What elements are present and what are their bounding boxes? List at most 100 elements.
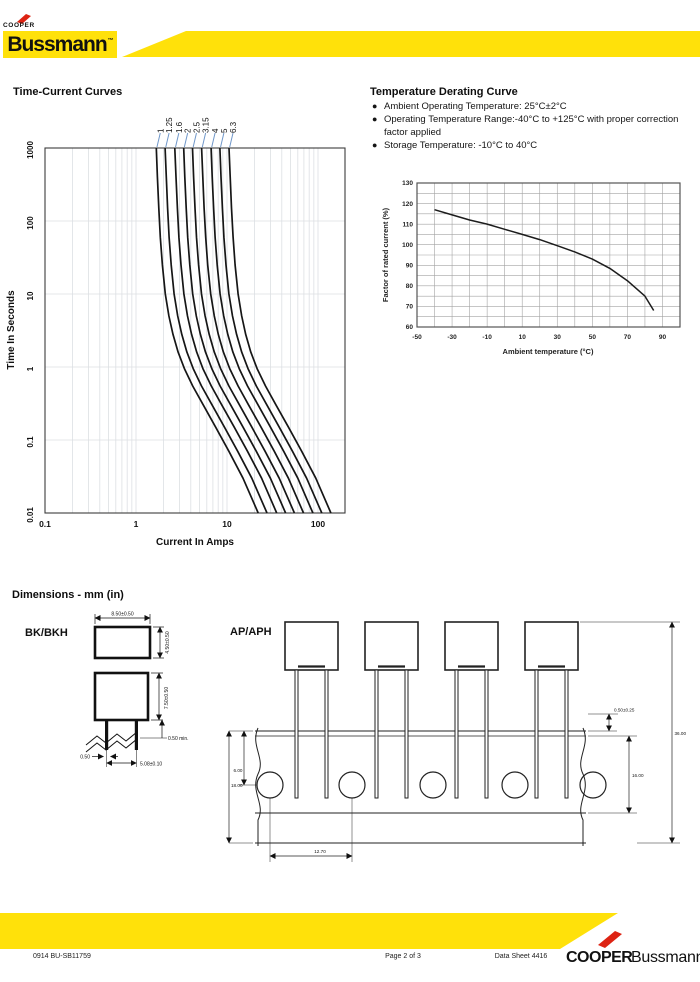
x-tick-label: 90: [659, 334, 667, 341]
leader-line: [201, 132, 207, 148]
leader-line: [156, 132, 161, 148]
temperature-derating-chart: -50 -30 -10 10 30 50 70 90 130 120 110 100 90 80 70 60 A…: [381, 180, 681, 356]
curve-1A: [155, 147, 259, 514]
plot-frame: [416, 182, 681, 328]
header-bussmann-wordmark: Bussmann ™: [3, 31, 117, 58]
bullet-storage: ● Storage Temperature: -10°C to 40°C: [372, 139, 694, 152]
rating-label: 5: [220, 128, 229, 133]
rating-label: 6.3: [229, 121, 238, 133]
header-yellow-band: [122, 31, 700, 57]
x-tick-label: 10: [222, 519, 232, 529]
curve-5A: [219, 147, 323, 514]
bk-front-view-body: [93, 671, 150, 722]
fuse-lead: [454, 669, 459, 799]
y-tick-label: 1: [26, 366, 35, 371]
bullet-icon: ●: [372, 140, 378, 150]
footer-yellow-band: [0, 913, 618, 949]
bullet-ambient-text: Ambient Operating Temperature: 25°C±2°C: [384, 101, 567, 112]
rating-label: 1.6: [175, 121, 184, 133]
x-tick-label: 1: [134, 519, 139, 529]
rating-label: 1.25: [165, 117, 174, 133]
bk-lead-left: [105, 720, 109, 750]
x-axis-title: Ambient temperature (°C): [503, 347, 594, 356]
derating-bullet-list: ● Ambient Operating Temperature: 25°C±2°C…: [372, 100, 694, 152]
bullet-icon: ●: [372, 114, 378, 124]
curve-4A: [210, 147, 314, 514]
y-tick-label: 90: [406, 262, 414, 269]
sprocket-hole: [419, 771, 447, 799]
leader-line: [175, 132, 180, 148]
y-tick-label: 70: [406, 304, 414, 311]
ap-hole-pitch-dim: 12.70: [314, 849, 326, 854]
fuse-lead: [294, 669, 299, 799]
plot-frame: [44, 147, 346, 514]
leader-line: [192, 132, 197, 148]
fuse-curves: [155, 147, 332, 514]
x-tick-label: 10: [519, 334, 527, 341]
leader-line: [183, 132, 189, 148]
y-tick-label: 60: [406, 324, 414, 331]
bk-break-zigzag: [85, 731, 138, 746]
y-tick-label: 1000: [26, 141, 35, 159]
tape-break-right: [580, 727, 586, 846]
fuse-lead: [374, 669, 379, 799]
header-banner: [3, 14, 700, 58]
header-logo-block: [3, 31, 117, 58]
fuse-lead: [404, 669, 409, 799]
y-tick-label: 100: [26, 216, 35, 230]
y-tick-label: 130: [402, 180, 413, 187]
derating-title: Temperature Derating Curve: [370, 86, 518, 98]
ap-overall-dim: 36.00: [675, 731, 687, 736]
x-axis-title: Current In Amps: [156, 537, 234, 548]
fuse-body: [444, 621, 499, 671]
ap-tape-total-dim: 18.00: [231, 783, 243, 788]
header-cooper-wordmark: COOPER: [3, 22, 35, 29]
y-tick-label: 0.1: [26, 436, 35, 448]
bullet-ambient: ● Ambient Operating Temperature: 25°C±2°C: [372, 100, 694, 113]
time-current-chart: 1 1.25 1.6 2 2.5 3.15 4 5 6.310001001010.10.010.…: [6, 117, 346, 548]
bullet-icon: ●: [372, 101, 378, 111]
x-tick-label: 0.1: [39, 519, 51, 529]
derating-curve: [434, 208, 655, 311]
fuse-bodies: [284, 621, 579, 799]
x-tick-label: -50: [412, 334, 422, 341]
bk-height-dim: 7.50±0.50: [164, 687, 170, 709]
sprocket-hole: [579, 771, 607, 799]
curve-2.5A: [191, 147, 296, 514]
rating-label: 3.15: [202, 117, 211, 133]
fuse-body: [524, 621, 579, 671]
leader-line: [211, 132, 216, 148]
x-tick-label: -10: [482, 334, 492, 341]
y-tick-label: 10: [26, 291, 35, 300]
leader-line: [229, 132, 234, 148]
ap-tape-inner-dim: 16.00: [632, 773, 644, 778]
footer-banner: [0, 913, 622, 949]
x-tick-label: 70: [624, 334, 632, 341]
leader-line: [220, 132, 225, 148]
fuse-lead: [534, 669, 539, 799]
dimensions-title: Dimensions - mm (in): [12, 589, 124, 601]
time-current-title: Time-Current Curves: [13, 86, 123, 98]
bk-lead-spacing-dim: 5.08±0.10: [140, 762, 162, 768]
bk-lead-right: [134, 720, 138, 750]
footer-bussmann-wordmark: Bussmann: [631, 949, 700, 966]
bk-lead-dia-dim: 0.50: [80, 755, 90, 761]
rating-label: 2.5: [192, 121, 201, 133]
sprocket-hole: [501, 771, 529, 799]
footer-page-number: Page 2 of 3: [385, 953, 421, 960]
curve-2A: [182, 147, 287, 514]
y-tick-label: 110: [403, 221, 414, 228]
y-tick-label: 100: [402, 242, 413, 249]
fuse-lead: [484, 669, 489, 799]
grid: [416, 182, 681, 328]
x-tick-label: 100: [311, 519, 325, 529]
fuse-body: [284, 621, 339, 671]
rating-label: 1: [156, 128, 165, 133]
curve-3.15A: [200, 147, 305, 514]
trademark-symbol: ™: [107, 37, 114, 44]
y-axis-title: Factor of rated current (%): [381, 207, 390, 302]
bullet-operating: ● Operating Temperature Range:-40°C to +1…: [372, 113, 694, 139]
leader-line: [165, 132, 170, 148]
bk-standoff-dim: 0.50 min.: [168, 736, 189, 742]
